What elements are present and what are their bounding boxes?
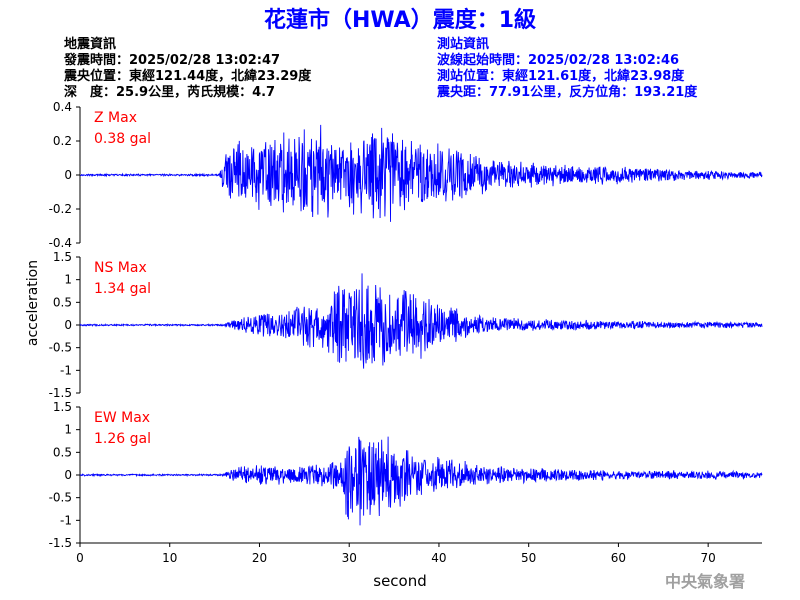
station-distance: 震央距：77.91公里，反方位角：193.21度	[436, 84, 698, 100]
agency-watermark: 中央氣象署	[665, 572, 745, 591]
max-label: Z Max	[94, 110, 137, 126]
x-axis: 0 10 20 30 40 50 60 70	[76, 542, 762, 565]
x-tick-label: 0	[76, 551, 84, 565]
panels: -0.4 -0.2 0 0.2 0.4 Z Max 0.38 gal -1.5 -1 -0.5 0 0…	[49, 100, 763, 550]
y-tick-label: -1.5	[49, 536, 72, 550]
x-tick-label: 10	[162, 551, 177, 565]
x-axis-label: second	[373, 572, 427, 590]
station-info-heading: 測站資訊	[437, 36, 489, 52]
y-axis-label: acceleration	[25, 260, 41, 346]
panel-ns: -1.5 -1 -0.5 0 0.5 1 1.5 NS Max 1.34 gal	[49, 250, 763, 400]
y-tick-label: -1	[60, 363, 72, 377]
y-tick-label: 1.5	[53, 400, 72, 414]
y-tick-label: 1	[64, 273, 72, 287]
y-tick-label: 0	[64, 468, 72, 482]
quake-origin-time: 發震時間：2025/02/28 13:02:47	[63, 52, 280, 68]
panel-ew: -1.5 -1 -0.5 0 0.5 1 1.5 EW Max 1.26 gal	[49, 400, 763, 550]
station-location: 測站位置：東經121.61度，北緯23.98度	[437, 68, 685, 84]
station-wave-start: 波線起始時間：2025/02/28 13:02:46	[437, 52, 679, 68]
waveform-z	[79, 124, 763, 222]
y-tick-label: -0.5	[49, 491, 72, 505]
y-tick-label: 0.5	[53, 295, 72, 309]
x-tick-label: 50	[521, 551, 536, 565]
x-tick-label: 30	[342, 551, 357, 565]
chart-title: 花蓮市（HWA）震度：1級	[264, 7, 536, 33]
x-tick-label: 60	[611, 551, 626, 565]
quake-info-heading: 地震資訊	[64, 36, 116, 52]
max-label: EW Max	[94, 410, 150, 426]
y-tick-label: -1.5	[49, 386, 72, 400]
max-label: NS Max	[94, 260, 147, 276]
y-tick-label: 0	[64, 318, 72, 332]
quake-epicenter: 震央位置：東經121.44度，北緯23.29度	[63, 68, 312, 84]
y-tick-label: 1	[64, 423, 72, 437]
y-tick-label: -0.2	[49, 202, 72, 216]
y-tick-label: -0.4	[49, 236, 72, 250]
max-value: 1.26 gal	[94, 431, 151, 447]
y-tick-label: 0.4	[53, 100, 72, 114]
waveform-ew	[79, 436, 763, 526]
y-tick-label: 0.2	[53, 134, 72, 148]
waveform-ns	[79, 273, 763, 369]
x-tick-label: 40	[431, 551, 446, 565]
y-tick-label: 1.5	[53, 250, 72, 264]
panel-z: -0.4 -0.2 0 0.2 0.4 Z Max 0.38 gal	[49, 100, 763, 250]
x-tick-label: 70	[701, 551, 716, 565]
max-value: 0.38 gal	[94, 131, 151, 147]
y-tick-label: -0.5	[49, 341, 72, 355]
station-info-block: 測站資訊 波線起始時間：2025/02/28 13:02:46 測站位置：東經1…	[436, 36, 698, 100]
quake-depth-magnitude: 深 度：25.9公里，芮氏規模：4.7	[64, 84, 275, 100]
x-tick-label: 20	[252, 551, 267, 565]
quake-info-block: 地震資訊 發震時間：2025/02/28 13:02:47 震央位置：東經121…	[63, 36, 312, 100]
y-tick-label: 0.5	[53, 445, 72, 459]
y-tick-label: 0	[64, 168, 72, 182]
y-tick-label: -1	[60, 513, 72, 527]
max-value: 1.34 gal	[94, 281, 151, 297]
